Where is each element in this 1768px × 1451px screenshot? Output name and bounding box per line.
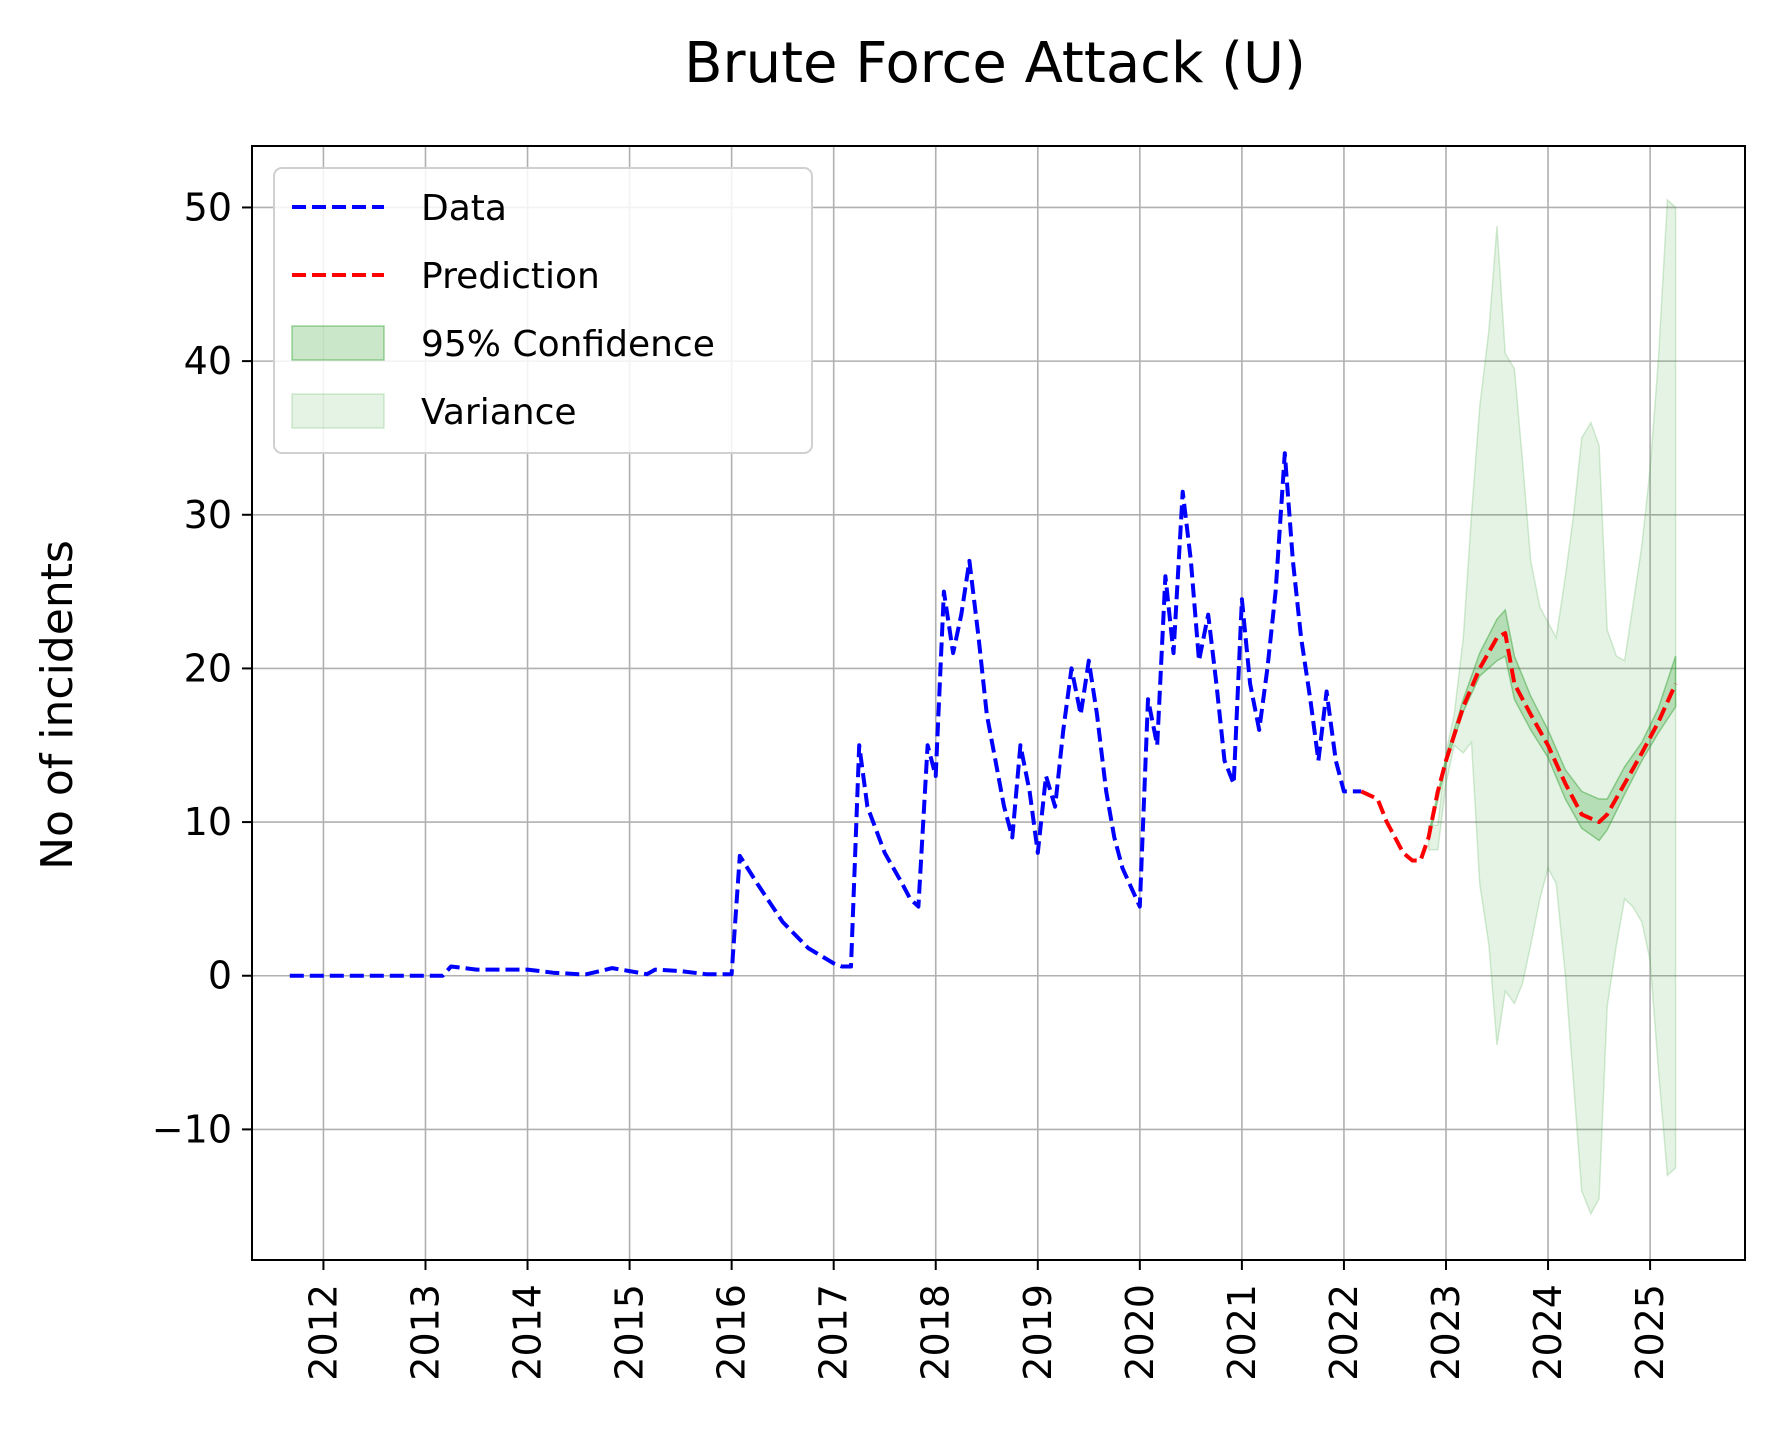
legend: Data Prediction 95% Confidence Variance bbox=[273, 167, 813, 454]
legend-label: 95% Confidence bbox=[421, 324, 715, 365]
y-tick-label: 40 bbox=[184, 339, 232, 383]
x-tick-label: 2015 bbox=[608, 1284, 652, 1381]
legend-box bbox=[273, 167, 813, 454]
legend-label: Data bbox=[421, 188, 507, 229]
x-tick-label: 2023 bbox=[1424, 1284, 1468, 1381]
y-tick-label: 20 bbox=[184, 646, 232, 690]
variance-band bbox=[1427, 198, 1677, 1216]
legend-label: Prediction bbox=[421, 256, 600, 297]
chart-title: Brute Force Attack (U) bbox=[684, 31, 1306, 96]
prediction-series-line bbox=[1360, 631, 1678, 863]
x-tick-label: 2025 bbox=[1628, 1284, 1672, 1381]
plot-frame bbox=[251, 145, 1746, 1261]
legend-handle-confidence bbox=[291, 325, 385, 361]
x-tick-label: 2017 bbox=[812, 1284, 856, 1381]
x-tick-label: 2013 bbox=[403, 1284, 447, 1381]
x-tick-label: 2022 bbox=[1322, 1284, 1366, 1381]
x-tick-label: 2024 bbox=[1526, 1284, 1570, 1381]
legend-label: Variance bbox=[421, 392, 577, 433]
bands bbox=[1427, 198, 1677, 1216]
y-axis-label: No of incidents bbox=[32, 540, 83, 870]
series-lines bbox=[289, 451, 1678, 978]
x-tick-label: 2014 bbox=[506, 1284, 550, 1381]
x-tick-label: 2021 bbox=[1220, 1284, 1264, 1381]
tick-marks: 2012 2013 2014 2015 2016 2017 2018 2019 2020 2021… bbox=[152, 185, 1672, 1380]
legend-handle-variance bbox=[291, 393, 385, 429]
confidence-band bbox=[1427, 608, 1677, 842]
y-tick-label: 10 bbox=[184, 800, 232, 844]
x-tick-label: 2020 bbox=[1118, 1284, 1162, 1381]
y-tick-label: 50 bbox=[184, 185, 232, 229]
x-tick-label: 2019 bbox=[1016, 1284, 1060, 1381]
data-series-line bbox=[289, 451, 1362, 978]
x-tick-label: 2018 bbox=[914, 1284, 958, 1381]
x-tick-label: 2012 bbox=[301, 1284, 345, 1381]
x-tick-label: 2016 bbox=[710, 1284, 754, 1381]
y-tick-label: 30 bbox=[184, 493, 232, 537]
y-tick-label: −10 bbox=[152, 1107, 232, 1151]
y-tick-label: 0 bbox=[208, 954, 232, 998]
